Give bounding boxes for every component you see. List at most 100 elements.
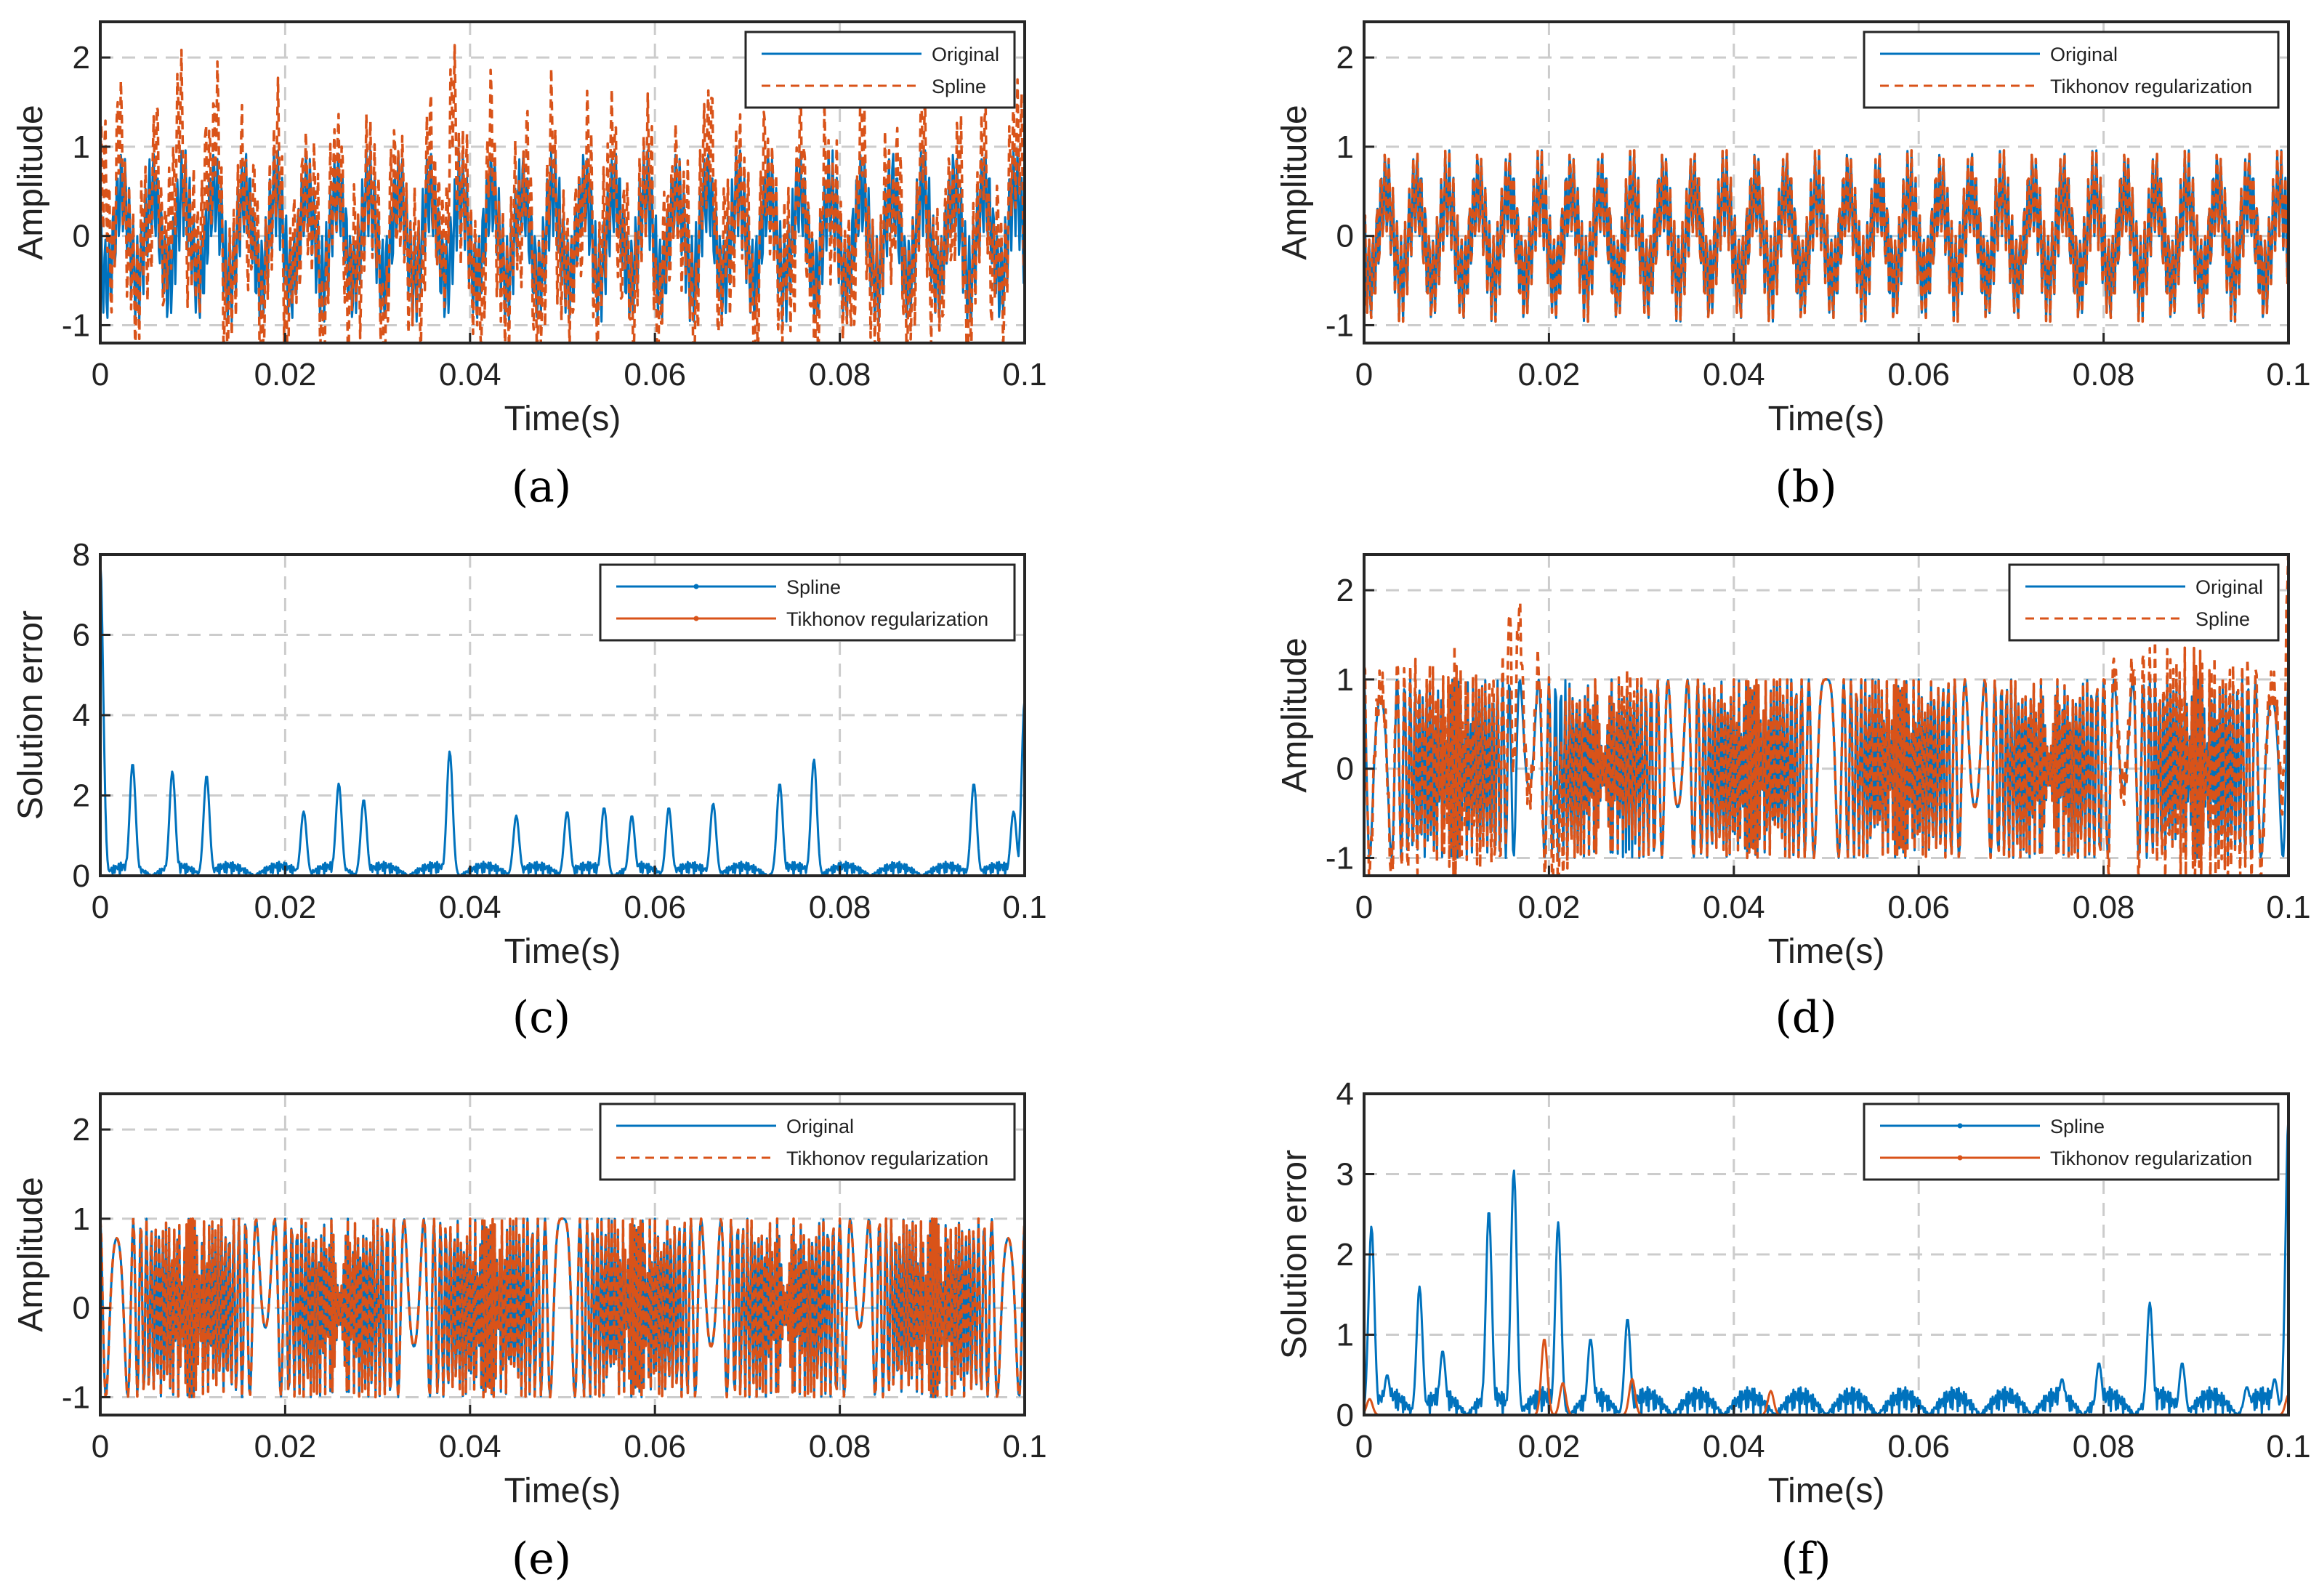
axes-box (1363, 20, 2290, 344)
x-tick-label: 0.1 (2266, 1429, 2310, 1464)
legend-label: Spline (786, 576, 841, 598)
y-tick-label: 0 (73, 858, 90, 894)
series-line-spline (100, 562, 1025, 876)
y-axis-label: Amplitude (1275, 105, 1314, 259)
y-tick-label: 2 (1336, 40, 1354, 76)
panel-label: (f) (1780, 1533, 1831, 1584)
legend-box (2008, 563, 2280, 642)
y-tick-label: 1 (1336, 129, 1354, 165)
series-line-tikhonov-regularization (1364, 149, 2288, 323)
y-tick-label: 4 (73, 698, 90, 733)
y-tick-label: 3 (1336, 1157, 1354, 1193)
x-tick-label: 0.06 (624, 357, 686, 392)
panel-label: (d) (1775, 992, 1836, 1043)
series-group (1364, 1118, 2288, 1415)
series-line-spline (1364, 1118, 2288, 1415)
y-tick-label: 1 (73, 1201, 90, 1237)
x-axis-label: Time(s) (504, 1472, 621, 1510)
legend-marker (1957, 1155, 1963, 1161)
y-tick-label: 0 (1336, 751, 1354, 787)
y-tick-label: 0 (1336, 1398, 1354, 1433)
series-line-tikhonov-regularization (100, 1217, 1025, 1399)
y-tick-label: -1 (62, 307, 90, 343)
y-tick-label: 0 (1336, 219, 1354, 254)
legend-label: Original (932, 44, 999, 65)
series-group (100, 562, 1025, 876)
x-tick-label: 0.1 (1002, 890, 1046, 925)
x-tick-label: 0 (1355, 890, 1373, 925)
x-axis-label: Time(s) (504, 932, 621, 971)
panel-e: 0 0.02 0.04 0.06 0.08 0.1-1012Time(s)Amplitud… (12, 1092, 1047, 1584)
legend-box (599, 1103, 1016, 1181)
x-tick-label: 0.02 (1518, 1429, 1581, 1464)
legend: Spline Tikhonov regularization (599, 563, 1016, 642)
x-tick-label: 0 (92, 357, 109, 392)
y-tick-label: 6 (73, 618, 90, 653)
y-tick-label: -1 (1326, 307, 1354, 343)
x-tick-label: 0.08 (2073, 357, 2135, 392)
y-tick-label: -1 (62, 1379, 90, 1415)
x-tick-label: 0 (92, 890, 109, 925)
x-tick-label: 0.1 (1002, 357, 1046, 392)
x-axis-label: Time(s) (504, 400, 621, 438)
x-tick-label: 0.08 (2073, 890, 2135, 925)
y-tick-label: 2 (73, 1112, 90, 1148)
x-tick-label: 0.02 (254, 890, 317, 925)
series-line-spline (1364, 555, 2288, 876)
legend-marker (1957, 1123, 1963, 1129)
x-tick-label: 0.02 (1518, 357, 1581, 392)
series-group (1364, 555, 2288, 876)
series-group (100, 1217, 1025, 1399)
x-tick-label: 0.08 (809, 1429, 871, 1464)
legend: Original Tikhonov regularization (1863, 31, 2280, 109)
x-tick-label: 0.06 (624, 890, 686, 925)
legend: Original Spline (744, 31, 1016, 109)
legend-box (744, 31, 1016, 109)
x-tick-label: 0.04 (439, 1429, 501, 1464)
x-axis-label: Time(s) (1768, 400, 1885, 438)
x-tick-label: 0.04 (439, 890, 501, 925)
panel-a: 0 0.02 0.04 0.06 0.08 0.1-1012Time(s)Amplitud… (12, 20, 1047, 512)
y-tick-label: 0 (73, 219, 90, 254)
x-tick-label: 0.02 (254, 1429, 317, 1464)
x-tick-label: 0.02 (1518, 890, 1581, 925)
y-tick-label: 0 (73, 1291, 90, 1326)
legend-label: Spline (932, 76, 986, 97)
y-axis-label: Solution error (1275, 1150, 1314, 1359)
legend: Original Tikhonov regularization (599, 1103, 1016, 1181)
legend-box (599, 563, 1016, 642)
y-tick-label: 1 (1336, 1318, 1354, 1353)
legend-label: Spline (2195, 608, 2250, 630)
panel-label: (c) (512, 992, 570, 1043)
x-axis-label: Time(s) (1768, 1472, 1885, 1510)
legend-label: Original (786, 1116, 854, 1137)
x-tick-label: 0.02 (254, 357, 317, 392)
y-tick-label: 2 (1336, 1237, 1354, 1273)
y-tick-label: 1 (1336, 662, 1354, 698)
x-tick-label: 0.04 (1703, 1429, 1765, 1464)
panel-label: (a) (512, 462, 572, 512)
x-tick-label: 0.1 (2266, 357, 2310, 392)
legend-label: Tikhonov regularization (2050, 76, 2252, 97)
y-tick-label: 2 (73, 778, 90, 814)
legend-label: Spline (2050, 1116, 2105, 1137)
y-axis-label: Solution error (12, 610, 50, 820)
y-tick-label: 2 (73, 40, 90, 76)
axes-box (99, 1092, 1026, 1416)
panel-label: (b) (1775, 462, 1836, 512)
legend: Spline Tikhonov regularization (1863, 1103, 2280, 1181)
series-line-spline (100, 44, 1025, 343)
x-tick-label: 0.08 (809, 357, 871, 392)
y-tick-label: 4 (1336, 1076, 1354, 1112)
x-tick-label: 0.08 (809, 890, 871, 925)
legend-label: Tikhonov regularization (786, 1148, 988, 1169)
x-tick-label: 0.08 (2073, 1429, 2135, 1464)
legend-box (1863, 1103, 2280, 1181)
legend-marker (693, 616, 699, 621)
x-tick-label: 0 (1355, 1429, 1373, 1464)
legend-label: Tikhonov regularization (2050, 1148, 2252, 1169)
panel-c: 0 0.02 0.04 0.06 0.08 0.1 0 2 4 6 8 Time(s) Solution… (12, 537, 1047, 1043)
x-tick-label: 0.1 (2266, 890, 2310, 925)
axes-box (99, 20, 1026, 344)
